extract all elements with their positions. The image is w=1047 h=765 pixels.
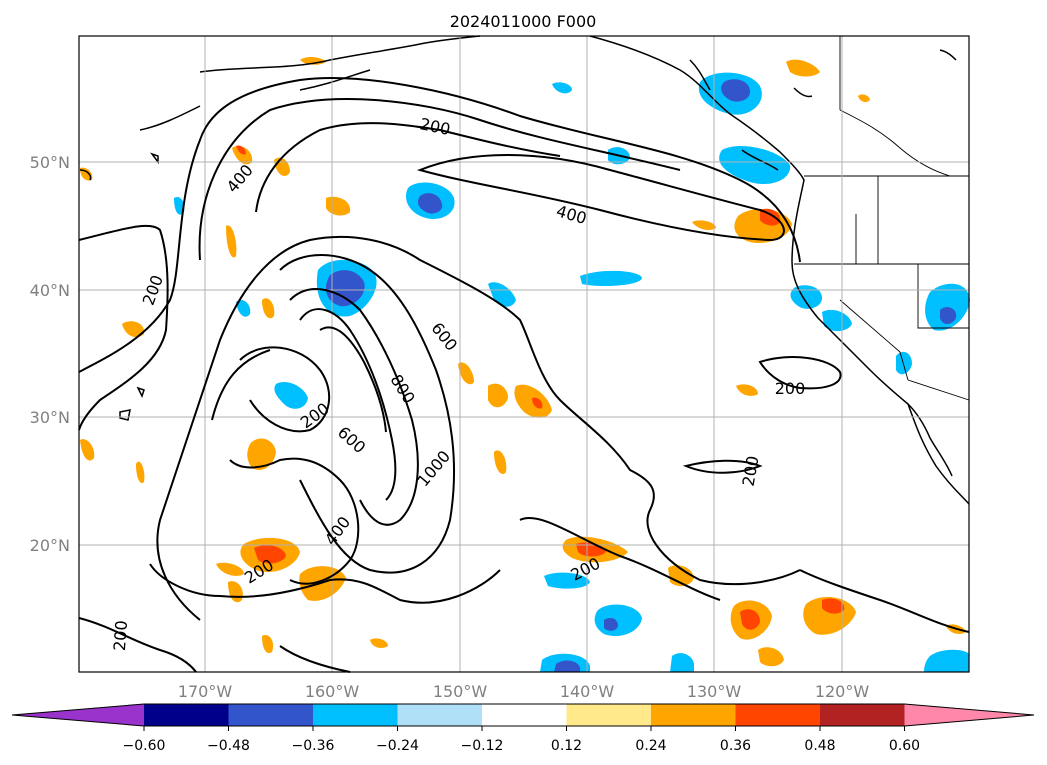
colorbar-tick-labels: −0.60 −0.48 −0.36 −0.24 −0.12 0.12 0.24 … bbox=[123, 738, 921, 754]
colorbar-tick-label: −0.60 bbox=[123, 738, 166, 754]
lon-label: 120°W bbox=[815, 682, 870, 701]
colorbar-tick-label: −0.12 bbox=[461, 738, 504, 754]
colorbar-swatch bbox=[144, 704, 229, 726]
lat-label: 30°N bbox=[30, 408, 70, 427]
colorbar-tick-label: −0.36 bbox=[292, 738, 335, 754]
lat-label: 40°N bbox=[30, 281, 70, 300]
colorbar-tick-label: 0.48 bbox=[804, 738, 835, 754]
colorbar-swatch bbox=[735, 704, 820, 726]
graticule bbox=[79, 36, 969, 672]
colorbar-swatch bbox=[397, 704, 482, 726]
lat-label: 20°N bbox=[30, 536, 70, 555]
lon-label: 170°W bbox=[178, 682, 233, 701]
colorbar-swatch bbox=[228, 704, 313, 726]
colorbar-swatch bbox=[482, 704, 567, 726]
map-frame bbox=[78, 35, 970, 673]
colorbar-tick-label: 0.60 bbox=[889, 738, 920, 754]
colorbar-tick-label: −0.48 bbox=[207, 738, 250, 754]
map-panel: 200 400 200 400 200 200 600 800 200 600 … bbox=[78, 35, 970, 673]
contour-lines bbox=[78, 77, 970, 673]
colorbar-swatch bbox=[313, 704, 398, 726]
negative-anomalies bbox=[174, 72, 970, 672]
colorbar-swatch bbox=[566, 704, 651, 726]
colorbar: −0.60 −0.48 −0.36 −0.24 −0.12 0.12 0.24 … bbox=[11, 703, 1035, 754]
colorbar-swatch-extend-low bbox=[12, 704, 144, 726]
contour-label: 200 bbox=[775, 379, 806, 398]
colorbar-swatch bbox=[820, 704, 905, 726]
colorbar-tick-label: 0.24 bbox=[635, 738, 666, 754]
colorbar-swatches bbox=[12, 704, 1034, 726]
lon-label: 150°W bbox=[433, 682, 488, 701]
latitude-axis: 50°N 40°N 30°N 20°N bbox=[30, 153, 70, 555]
colorbar-swatch-extend-high bbox=[904, 704, 1034, 726]
coastlines bbox=[79, 35, 970, 505]
lon-label: 140°W bbox=[560, 682, 615, 701]
lon-label: 160°W bbox=[305, 682, 360, 701]
anomaly-shading bbox=[80, 56, 970, 672]
political-borders bbox=[794, 36, 970, 401]
longitude-axis: 170°W 160°W 150°W 140°W 130°W 120°W bbox=[178, 682, 870, 701]
colorbar-ticks bbox=[143, 726, 905, 731]
colorbar-tick-label: 0.12 bbox=[551, 738, 582, 754]
lon-label: 130°W bbox=[687, 682, 742, 701]
colorbar-swatch bbox=[651, 704, 736, 726]
colorbar-tick-label: −0.24 bbox=[376, 738, 419, 754]
lat-label: 50°N bbox=[30, 153, 70, 172]
contour-label: 200 bbox=[110, 620, 131, 652]
colorbar-tick-label: 0.36 bbox=[720, 738, 751, 754]
map-title: 2024011000 F000 bbox=[450, 12, 597, 31]
